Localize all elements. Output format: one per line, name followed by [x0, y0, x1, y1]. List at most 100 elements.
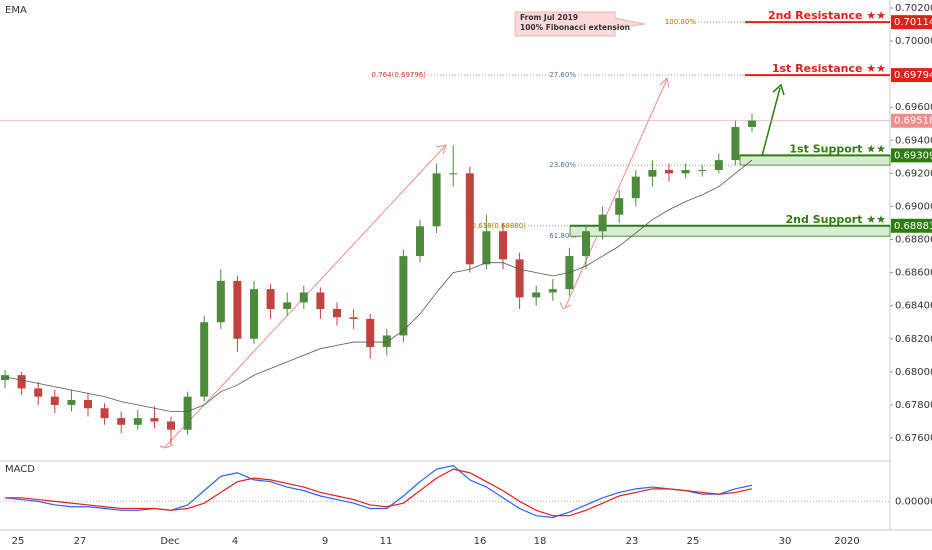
fib-label: 0.618(0.68880) — [472, 222, 527, 230]
price-tag — [891, 15, 932, 30]
x-tick-label: 9 — [322, 536, 328, 547]
candle-body — [266, 289, 275, 309]
price-tag — [891, 68, 932, 83]
arrow — [761, 87, 781, 157]
candle-body — [216, 280, 225, 323]
candle-body — [648, 170, 657, 177]
price-tag — [891, 218, 932, 233]
candle-body — [416, 226, 424, 257]
candle-body — [34, 388, 43, 397]
candle-body — [1, 375, 9, 381]
note-box — [514, 11, 646, 37]
candle-body — [133, 418, 142, 425]
candle-body — [316, 292, 325, 309]
candle-body — [465, 173, 474, 265]
x-tick-label: 4 — [232, 536, 238, 547]
x-tick-label: 25 — [12, 536, 25, 547]
fib-label: 61.80% — [549, 232, 576, 240]
x-tick-label: Dec — [160, 536, 179, 547]
candle-body — [349, 317, 358, 319]
x-tick-label: 11 — [380, 536, 393, 547]
candle-body — [366, 318, 375, 348]
price-tag-label: 0.69794 — [894, 70, 932, 81]
candle-body — [167, 421, 175, 430]
candle-body — [681, 170, 690, 174]
macd-line — [4, 464, 753, 519]
candle-body — [233, 280, 242, 339]
candle-body — [499, 231, 507, 260]
candle-body — [731, 127, 740, 161]
x-tick-label: 30 — [779, 536, 792, 547]
x-tick-label: 27 — [74, 536, 87, 547]
arrow — [564, 78, 668, 309]
candle-body — [449, 173, 458, 175]
x-tick-label: 23 — [626, 536, 639, 547]
fib-label: 23.60% — [549, 161, 576, 169]
price-tag-label: 0.69309 — [894, 150, 932, 161]
note-line: 100% Fibonacci extension — [520, 23, 630, 32]
level-name: 2nd Support ★★ — [786, 213, 887, 226]
x-tick-label: 16 — [474, 536, 487, 547]
candle-body — [665, 170, 673, 174]
macd-tick-label: 0.00000 — [895, 496, 932, 507]
candle-body — [150, 418, 159, 422]
candle-body — [582, 231, 590, 257]
candle-body — [100, 408, 109, 419]
candle-body — [200, 322, 209, 397]
arrow-head — [772, 83, 785, 96]
price-tag-label: 0.68883 — [894, 221, 932, 232]
candle-body — [515, 259, 524, 298]
candle-body — [399, 256, 408, 336]
price-tag — [891, 113, 932, 128]
price-tag — [891, 148, 932, 163]
x-tick-label: 2020 — [834, 536, 859, 547]
candle-body — [615, 198, 624, 215]
candle-body — [333, 308, 341, 318]
arrow-head — [659, 76, 670, 89]
support-zone — [569, 225, 891, 237]
level-name: 1st Resistance ★★ — [772, 62, 886, 75]
candle-body — [84, 399, 92, 409]
indicator-label: EMA — [5, 5, 27, 16]
candle-body — [714, 160, 723, 171]
candle-body — [17, 375, 26, 389]
macd-line — [5, 468, 753, 517]
ema-line — [4, 159, 753, 412]
price-tag-label: 0.70114 — [894, 17, 932, 28]
candle-body — [598, 214, 607, 232]
candle-body — [698, 170, 707, 172]
level-name: 2nd Resistance ★★ — [768, 9, 886, 22]
candle-body — [50, 396, 59, 405]
candle-body — [532, 292, 541, 298]
candle-body — [548, 289, 557, 293]
macd-label: MACD — [5, 464, 35, 475]
candle-body — [283, 302, 292, 309]
candle-body — [432, 173, 441, 227]
candle-body — [183, 396, 192, 430]
note: From Jul 2019 100% Fibonacci extension — [514, 11, 646, 37]
x-tick-label: 18 — [534, 536, 547, 547]
candle-body — [748, 120, 756, 128]
candle-body — [482, 231, 491, 265]
fib-label: 0.764(0.69796) — [372, 71, 427, 79]
arrow-tail — [559, 301, 572, 310]
arrow-head — [435, 144, 447, 155]
x-tick-label: 25 — [687, 536, 700, 547]
support-zone — [739, 154, 891, 166]
candle-body — [117, 418, 126, 425]
candle-body — [67, 399, 76, 405]
fib-label: 100.00% — [665, 18, 696, 26]
level-name: 1st Support ★★ — [789, 142, 886, 155]
